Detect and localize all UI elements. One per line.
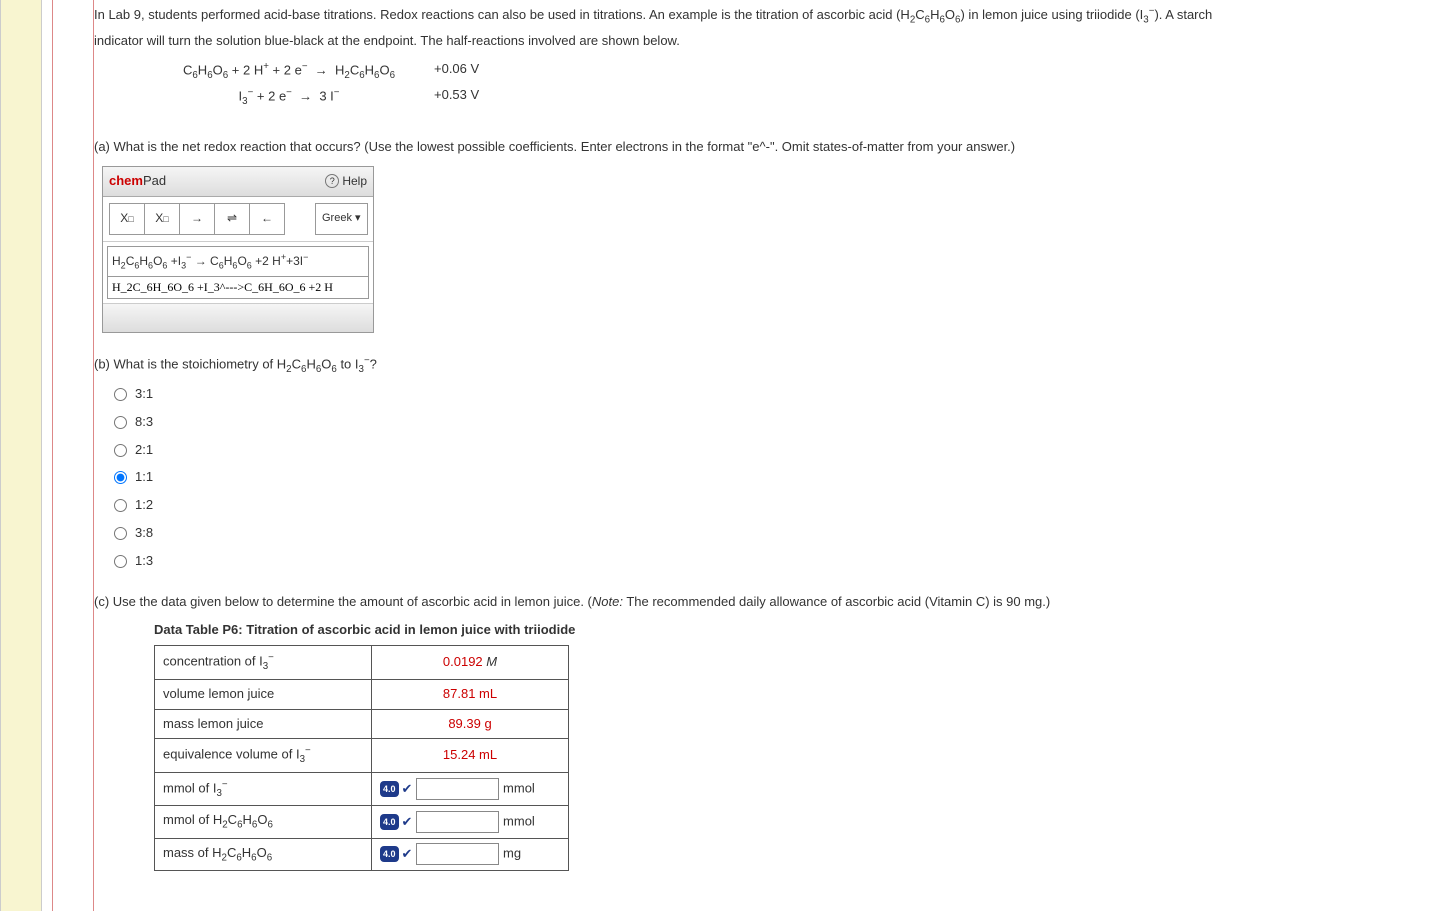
radio-1-3[interactable]: [114, 555, 127, 568]
radio-label: 1:2: [135, 495, 153, 516]
table-title: Data Table P6: Titration of ascorbic aci…: [154, 620, 1440, 641]
intro-text: In Lab 9, students performed acid-base t…: [94, 4, 1440, 51]
radio-3-1[interactable]: [114, 388, 127, 401]
subscript-button[interactable]: X□: [109, 203, 145, 235]
mass-h-input-cell: 4.0✔ mg: [372, 838, 569, 870]
half-reactions: C6H6O6 + 2 H+ + 2 e− → H2C6H6O6 +0.06 V …: [154, 61, 1440, 107]
intro-line2: indicator will turn the solution blue-bl…: [94, 31, 1440, 52]
equilibrium-button[interactable]: ⇌: [215, 203, 250, 235]
arrow-left-button[interactable]: ←: [250, 203, 285, 235]
unit-label: mmol: [503, 781, 535, 796]
vol-label: volume lemon juice: [155, 679, 372, 709]
table-row: equivalence volume of I3− 15.24 mL: [155, 739, 569, 773]
table-row: mmol of I3− 4.0✔ mmol: [155, 772, 569, 806]
mmol-i3-label: mmol of I3−: [155, 772, 372, 806]
chempad-title: chemPad: [109, 171, 166, 192]
unit-label: mmol: [503, 813, 535, 828]
part-b-prompt: (b) What is the stoichiometry of H2C6H6O…: [94, 353, 1440, 378]
table-row: mass lemon juice 89.39 g: [155, 709, 569, 739]
radio-option: 1:2: [114, 495, 1440, 516]
greek-dropdown[interactable]: Greek ▾: [315, 203, 368, 235]
part-c-prompt: (c) Use the data given below to determin…: [94, 592, 1440, 613]
chempad-rendered: H2C6H6O6 +I3− → C6H6O6 +2 H++3I−: [107, 246, 369, 277]
conc-value: 0.0192 M: [372, 646, 569, 680]
radio-option: 1:1: [114, 467, 1440, 488]
radio-label: 1:3: [135, 551, 153, 572]
reaction-2: I3− + 2 e− → 3 I−: [154, 87, 424, 107]
table-row: volume lemon juice 87.81 mL: [155, 679, 569, 709]
part-b: (b) What is the stoichiometry of H2C6H6O…: [94, 353, 1440, 572]
score-badge: 4.0: [380, 846, 399, 862]
mmol-h-input-cell: 4.0✔ mmol: [372, 806, 569, 838]
part-b-options: 3:1 8:3 2:1 1:1 1:2 3:8 1:3: [114, 384, 1440, 572]
unit-label: mg: [503, 846, 521, 861]
radio-label: 2:1: [135, 440, 153, 461]
margin-strip-red: [52, 0, 94, 911]
mass-value: 89.39 g: [372, 709, 569, 739]
check-icon: ✔: [402, 812, 413, 833]
part-a: (a) What is the net redox reaction that …: [94, 137, 1440, 332]
superscript-button[interactable]: X□: [145, 203, 180, 235]
table-row: mass of H2C6H6O6 4.0✔ mg: [155, 838, 569, 870]
reaction-1-voltage: +0.06 V: [434, 61, 479, 81]
score-badge: 4.0: [380, 814, 399, 830]
radio-option: 2:1: [114, 440, 1440, 461]
radio-option: 1:3: [114, 551, 1440, 572]
arrow-right-button[interactable]: →: [180, 203, 215, 235]
equiv-label: equivalence volume of I3−: [155, 739, 372, 773]
radio-label: 3:1: [135, 384, 153, 405]
mmol-i3-input-cell: 4.0✔ mmol: [372, 772, 569, 806]
chempad-help-button[interactable]: ?Help: [325, 172, 367, 191]
chempad-footer: [103, 303, 373, 332]
part-c: (c) Use the data given below to determin…: [94, 592, 1440, 871]
chempad-widget: chemPad ?Help X□ X□ → ⇌ ← Greek ▾ H2C6H6…: [102, 166, 374, 333]
radio-1-1[interactable]: [114, 471, 127, 484]
page: In Lab 9, students performed acid-base t…: [0, 0, 1440, 911]
radio-label: 8:3: [135, 412, 153, 433]
radio-label: 3:8: [135, 523, 153, 544]
margin-strip-yellow: [0, 0, 42, 911]
radio-option: 3:8: [114, 523, 1440, 544]
table-row: mmol of H2C6H6O6 4.0✔ mmol: [155, 806, 569, 838]
radio-3-8[interactable]: [114, 527, 127, 540]
mass-h-input[interactable]: [416, 843, 499, 865]
check-icon: ✔: [402, 779, 413, 800]
radio-option: 3:1: [114, 384, 1440, 405]
equiv-value: 15.24 mL: [372, 739, 569, 773]
data-table: concentration of I3− 0.0192 M volume lem…: [154, 645, 569, 871]
part-a-prompt: (a) What is the net redox reaction that …: [94, 137, 1440, 158]
score-badge: 4.0: [380, 781, 399, 797]
radio-8-3[interactable]: [114, 416, 127, 429]
mass-h-label: mass of H2C6H6O6: [155, 838, 372, 870]
reaction-2-voltage: +0.53 V: [434, 87, 479, 107]
margin-strip-white: [42, 0, 52, 911]
content-area: In Lab 9, students performed acid-base t…: [94, 0, 1440, 911]
help-icon: ?: [325, 174, 339, 188]
mmol-i3-input[interactable]: [416, 778, 499, 800]
chempad-input[interactable]: [107, 277, 369, 299]
chempad-toolbar: X□ X□ → ⇌ ← Greek ▾: [103, 197, 373, 242]
radio-1-2[interactable]: [114, 499, 127, 512]
mmol-h-label: mmol of H2C6H6O6: [155, 806, 372, 838]
vol-value: 87.81 mL: [372, 679, 569, 709]
table-row: concentration of I3− 0.0192 M: [155, 646, 569, 680]
intro-line1: In Lab 9, students performed acid-base t…: [94, 7, 1212, 22]
reaction-1: C6H6O6 + 2 H+ + 2 e− → H2C6H6O6: [154, 61, 424, 81]
mmol-h-input[interactable]: [416, 811, 499, 833]
conc-label: concentration of I3−: [155, 646, 372, 680]
check-icon: ✔: [402, 844, 413, 865]
radio-option: 8:3: [114, 412, 1440, 433]
radio-2-1[interactable]: [114, 444, 127, 457]
mass-label: mass lemon juice: [155, 709, 372, 739]
radio-label: 1:1: [135, 467, 153, 488]
